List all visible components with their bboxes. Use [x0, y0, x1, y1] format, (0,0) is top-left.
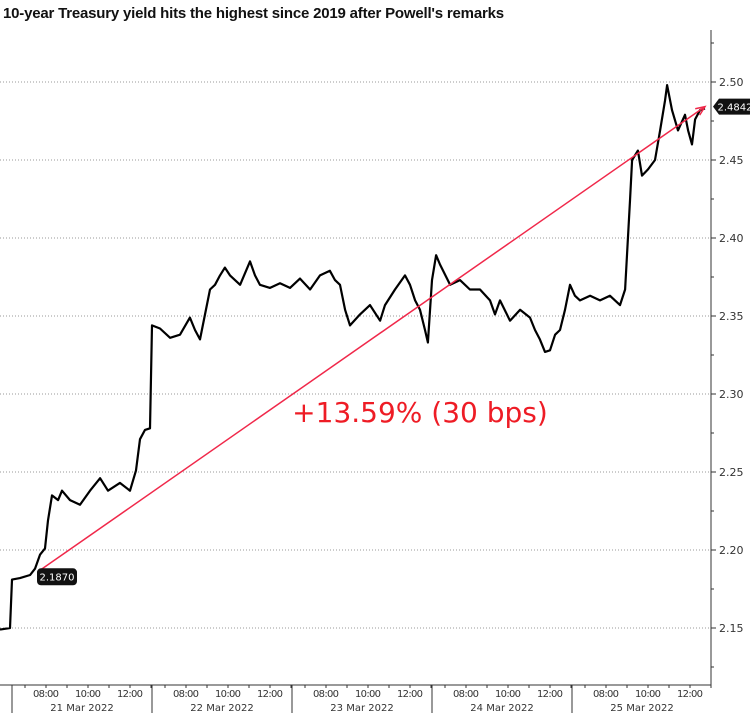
x-tick-label: 08:00	[33, 689, 59, 700]
x-tick-label: 10:00	[635, 689, 661, 700]
y-tick-label: 2.45	[719, 154, 744, 167]
x-tick-label: 08:00	[453, 689, 479, 700]
x-tick-label: 12:00	[677, 689, 703, 700]
change-annotation: +13.59% (30 bps)	[292, 396, 548, 429]
x-tick-label: 10:00	[495, 689, 521, 700]
x-day-label: 22 Mar 2022	[190, 703, 253, 714]
trend-arrow-line	[39, 106, 706, 571]
y-tick-label: 2.15	[719, 622, 744, 635]
y-tick-label: 2.25	[719, 466, 744, 479]
x-tick-label: 10:00	[355, 689, 381, 700]
x-day-label: 21 Mar 2022	[50, 703, 113, 714]
x-tick-label: 12:00	[537, 689, 563, 700]
start-value-badge	[37, 568, 77, 586]
last-value-label: 2.4842	[718, 103, 750, 114]
y-tick-label: 2.20	[719, 544, 744, 557]
trend-arrow-head-icon	[695, 105, 707, 116]
x-tick-label: 08:00	[593, 689, 619, 700]
y-tick-label: 2.30	[719, 388, 744, 401]
yield-line	[0, 84, 706, 631]
x-tick-label: 12:00	[117, 689, 143, 700]
x-tick-label: 08:00	[173, 689, 199, 700]
x-day-label: 24 Mar 2022	[470, 703, 533, 714]
x-tick-label: 10:00	[215, 689, 241, 700]
last-value-badge	[713, 98, 750, 115]
x-tick-label: 12:00	[257, 689, 283, 700]
y-tick-label: 2.35	[719, 310, 744, 323]
x-tick-label: 08:00	[313, 689, 339, 700]
x-day-label: 23 Mar 2022	[330, 703, 393, 714]
x-day-label: 25 Mar 2022	[610, 703, 673, 714]
x-tick-label: 10:00	[75, 689, 101, 700]
x-tick-label: 12:00	[397, 689, 423, 700]
start-value-label: 2.1870	[40, 572, 75, 583]
chart-title: 10-year Treasury yield hits the highest …	[3, 5, 504, 22]
y-tick-label: 2.40	[719, 232, 744, 245]
y-tick-label: 2.50	[719, 76, 744, 89]
